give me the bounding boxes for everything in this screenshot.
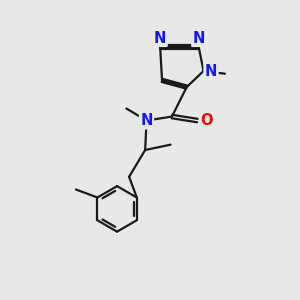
Text: N: N xyxy=(193,31,205,46)
Text: N: N xyxy=(140,113,153,128)
Text: O: O xyxy=(201,113,213,128)
Text: N: N xyxy=(154,31,167,46)
Text: N: N xyxy=(205,64,217,79)
